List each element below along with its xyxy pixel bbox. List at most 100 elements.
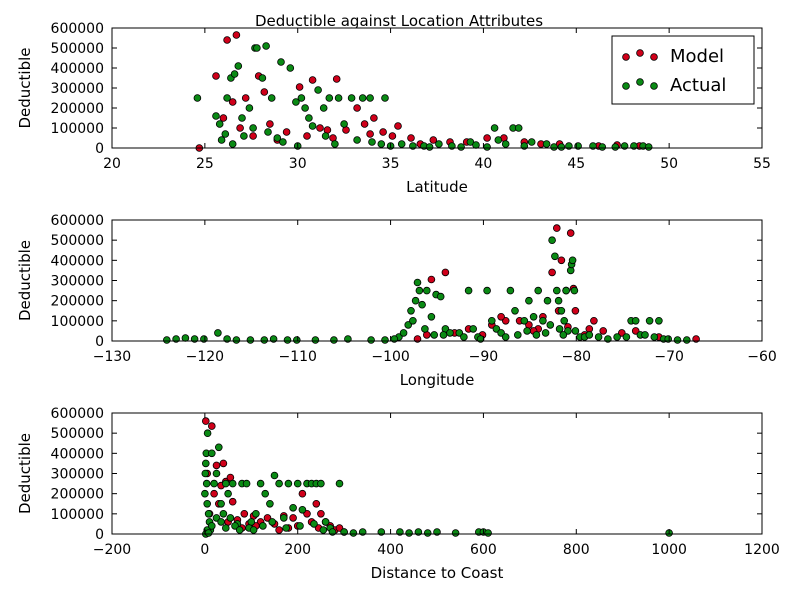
data-point: [219, 509, 228, 518]
data-point: [557, 143, 566, 151]
data-point: [552, 286, 561, 295]
data-point: [571, 306, 580, 315]
data-point: [611, 143, 620, 151]
data-point: [273, 134, 282, 142]
legend-marker: [622, 53, 630, 61]
data-point: [594, 333, 603, 341]
y-tick-label: 400000: [51, 446, 104, 462]
data-point: [312, 499, 321, 508]
data-point: [457, 143, 465, 151]
data-point: [319, 526, 328, 534]
data-point: [353, 136, 361, 144]
subplot-2: −130 −120 −110 −100 −90 −80 −70 −60 0 100000 20000…: [16, 213, 777, 389]
data-point: [223, 36, 231, 44]
data-point: [319, 104, 328, 112]
data-point: [321, 132, 330, 140]
legend: Model Actual: [611, 35, 755, 105]
data-point: [256, 479, 265, 488]
data-point: [314, 86, 322, 94]
y-tick-label: 400000: [51, 61, 104, 77]
x-tick-label: 800: [563, 542, 590, 558]
data-point: [366, 94, 374, 102]
data-point: [439, 331, 448, 339]
y-tick-label: 200000: [51, 101, 104, 117]
plot-area: [112, 220, 762, 341]
data-point: [245, 104, 254, 112]
subplot-3: −200 0 200 400 600 800 1000 1200010000020000030…: [16, 406, 780, 582]
data-point: [641, 331, 649, 339]
data-point: [441, 268, 450, 277]
data-point: [501, 140, 510, 148]
data-point: [559, 331, 568, 339]
data-point: [427, 312, 436, 321]
data-point: [260, 88, 269, 96]
data-point: [554, 296, 563, 305]
data-point: [542, 140, 551, 148]
data-point: [232, 336, 241, 344]
data-point: [249, 526, 258, 534]
data-point: [242, 479, 251, 488]
y-tick-label: 600000: [51, 213, 104, 229]
data-point: [513, 331, 522, 339]
data-point: [541, 329, 550, 337]
data-point: [483, 134, 491, 142]
data-point: [208, 422, 216, 430]
data-point: [311, 336, 320, 344]
y-tick-label: 200000: [51, 294, 104, 310]
data-point: [377, 140, 386, 148]
data-point: [226, 514, 235, 522]
data-point: [289, 503, 297, 512]
data-point: [212, 72, 220, 80]
data-point: [469, 325, 478, 333]
data-point: [219, 459, 228, 468]
data-point: [645, 316, 654, 325]
x-tick-label: 40: [475, 156, 493, 172]
data-point: [228, 479, 237, 488]
data-point: [570, 286, 579, 295]
data-point: [259, 522, 267, 530]
data-point: [598, 143, 607, 151]
data-point: [305, 114, 313, 122]
data-point: [330, 336, 338, 344]
data-point: [270, 471, 279, 480]
data-point: [484, 529, 492, 537]
data-point: [215, 443, 223, 452]
x-tick-label: 1200: [744, 542, 780, 558]
x-tick-label: −100: [371, 349, 409, 365]
data-point: [525, 296, 533, 305]
data-point: [655, 316, 663, 325]
data-point: [261, 489, 270, 498]
data-point: [317, 509, 325, 518]
y-tick-label: 600000: [51, 21, 104, 37]
data-point: [275, 526, 283, 534]
y-tick-label: 300000: [51, 467, 104, 483]
data-point: [415, 286, 424, 295]
data-point: [293, 479, 302, 488]
data-point: [682, 336, 691, 344]
y-axis-label: Deductible: [16, 240, 34, 321]
data-point: [446, 329, 454, 337]
data-point: [262, 42, 270, 50]
data-point: [240, 132, 248, 140]
data-point: [267, 94, 276, 102]
data-point: [460, 333, 468, 341]
y-axis-label: Deductible: [16, 47, 34, 128]
x-tick-label: −200: [93, 542, 131, 558]
data-point: [631, 316, 640, 325]
data-point: [201, 469, 210, 478]
legend-marker: [650, 53, 658, 61]
data-point: [557, 256, 566, 265]
data-point: [284, 479, 293, 488]
data-point: [241, 94, 250, 102]
data-point: [560, 316, 568, 325]
x-tick-label: 35: [382, 156, 400, 172]
data-point: [230, 70, 239, 78]
x-tick-label: 400: [377, 542, 404, 558]
x-tick-label: −70: [654, 349, 684, 365]
data-point: [644, 143, 653, 151]
data-point: [366, 130, 374, 138]
data-point: [249, 124, 257, 132]
data-point: [429, 136, 438, 144]
data-point: [407, 306, 415, 315]
y-tick-label: 0: [95, 141, 104, 157]
